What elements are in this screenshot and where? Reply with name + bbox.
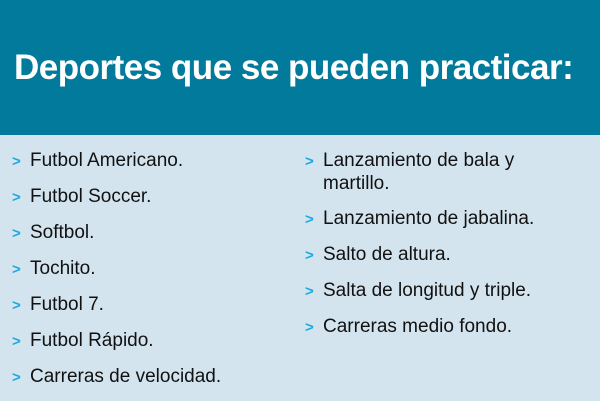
chevron-right-icon: > <box>305 211 314 228</box>
list-item: > Futbol Americano. <box>12 149 221 173</box>
chevron-right-icon: > <box>12 153 21 170</box>
list-item-label: Tochito. <box>30 258 96 279</box>
header: Deportes que se pueden practicar: <box>0 0 600 135</box>
list-item-label: Carreras medio fondo. <box>323 316 513 337</box>
list-item: > Carreras medio fondo. <box>305 315 575 339</box>
list-item-label: Futbol 7. <box>30 294 104 315</box>
left-column: > Futbol Americano. > Futbol Soccer. > Softbo… <box>12 149 221 401</box>
list-item-label: Lanzamiento de bala y martillo. <box>323 150 515 194</box>
list-item-label: Futbol Rápido. <box>30 330 154 351</box>
list-item: > Softbol. <box>12 221 221 245</box>
chevron-right-icon: > <box>305 153 314 170</box>
page-title: Deportes que se pueden practicar: <box>14 47 574 87</box>
right-column: > Lanzamiento de bala y martillo. > Lanzami… <box>305 149 575 351</box>
chevron-right-icon: > <box>12 261 21 278</box>
chevron-right-icon: > <box>305 319 314 336</box>
chevron-right-icon: > <box>305 247 314 264</box>
chevron-right-icon: > <box>305 283 314 300</box>
list-item: > Futbol 7. <box>12 293 221 317</box>
list-item-label: Lanzamiento de jabalina. <box>323 208 535 229</box>
list-item-label: Futbol Americano. <box>30 150 184 171</box>
list-item: > Futbol Rápido. <box>12 329 221 353</box>
list-item: > Carreras de velocidad. <box>12 365 221 389</box>
list-item: > Salto de altura. <box>305 243 575 267</box>
list-item-label: Salto de altura. <box>323 244 451 265</box>
list-item: > Futbol Soccer. <box>12 185 221 209</box>
chevron-right-icon: > <box>12 369 21 386</box>
chevron-right-icon: > <box>12 225 21 242</box>
list-item: > Lanzamiento de bala y martillo. <box>305 149 575 195</box>
chevron-right-icon: > <box>12 297 21 314</box>
list-item-label: Salta de longitud y triple. <box>323 280 532 301</box>
chevron-right-icon: > <box>12 333 21 350</box>
list-item-label: Carreras de velocidad. <box>30 366 222 387</box>
list-item: > Salta de longitud y triple. <box>305 279 575 303</box>
list-item: > Tochito. <box>12 257 221 281</box>
list-item-label: Futbol Soccer. <box>30 186 152 207</box>
chevron-right-icon: > <box>12 189 21 206</box>
list-item-label: Softbol. <box>30 222 95 243</box>
list-item: > Lanzamiento de jabalina. <box>305 207 575 231</box>
